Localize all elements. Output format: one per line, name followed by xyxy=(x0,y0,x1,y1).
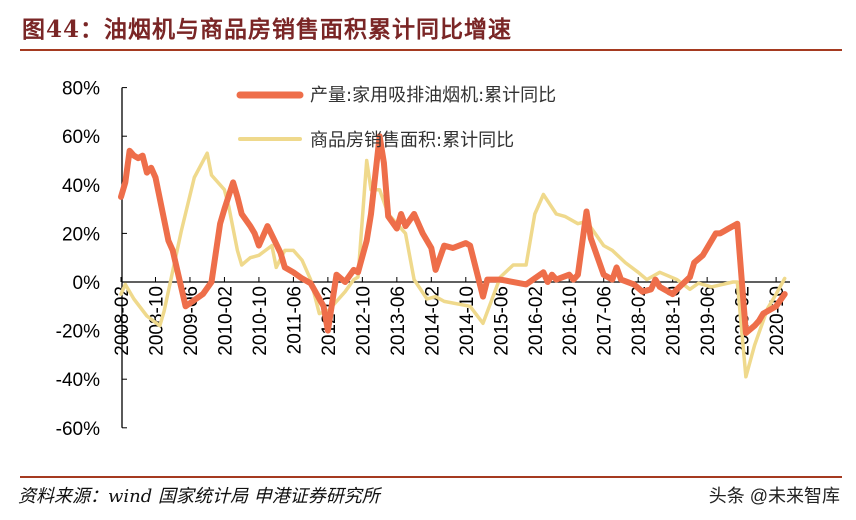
x-tick-label: 2014-10 xyxy=(457,286,478,356)
series-lines xyxy=(118,133,788,379)
series-line-1 xyxy=(118,133,788,336)
y-tick-label: 0% xyxy=(73,273,101,294)
x-tick-label: 2014-02 xyxy=(422,286,443,356)
x-axis: 2008-02 2008-10 2009-06 2010-02 2010-10 2011-… xyxy=(112,277,790,356)
y-tick-label: -60% xyxy=(56,419,100,440)
x-tick-label: 2018-02 xyxy=(629,286,650,356)
brand-watermark: 头条 @未来智库 xyxy=(708,486,840,506)
x-tick-label: 2008-02 xyxy=(112,286,133,356)
legend-label-series2: 商品房销售面积:累计同比 xyxy=(310,130,514,151)
x-tick-label: 2016-10 xyxy=(560,286,581,356)
line-chart: 80% 60% 40% 20% 0% -20% -40% -60% 2008-02 2008-1… xyxy=(56,79,790,440)
x-tick-label: 2018-10 xyxy=(664,286,685,356)
y-tick-label: -20% xyxy=(56,322,100,343)
x-tick-label: 2016-02 xyxy=(526,286,547,356)
x-tick-label: 2017-06 xyxy=(595,286,616,356)
y-axis: 80% 60% 40% 20% 0% -20% -40% -60% xyxy=(56,79,127,440)
y-tick-label: 40% xyxy=(62,176,100,197)
x-tick-label: 2012-10 xyxy=(353,286,374,356)
x-tick-label: 2008-10 xyxy=(146,286,167,356)
x-tick-label: 2015-06 xyxy=(491,286,512,356)
legend-label-series1: 产量:家用吸排油烟机:累计同比 xyxy=(310,85,556,106)
figure-title: 图44：油烟机与商品房销售面积累计同比增速 xyxy=(22,16,513,43)
x-tick-label: 2010-10 xyxy=(250,286,271,356)
source-note: 资料来源：wind 国家统计局 申港证券研究所 xyxy=(18,486,380,507)
y-tick-label: 20% xyxy=(62,224,100,245)
x-tick-label: 2011-06 xyxy=(284,286,305,354)
y-tick-label: 60% xyxy=(62,127,100,148)
footer-rule xyxy=(20,476,842,478)
y-tick-label: -40% xyxy=(56,370,100,391)
y-tick-label: 80% xyxy=(62,79,100,100)
legend: 产量:家用吸排油烟机:累计同比 商品房销售面积:累计同比 xyxy=(236,85,556,151)
title-rule xyxy=(20,49,842,51)
x-tick-label: 2010-02 xyxy=(215,286,236,356)
x-tick-label: 2019-06 xyxy=(698,286,719,356)
x-tick-label: 2013-06 xyxy=(388,286,409,356)
